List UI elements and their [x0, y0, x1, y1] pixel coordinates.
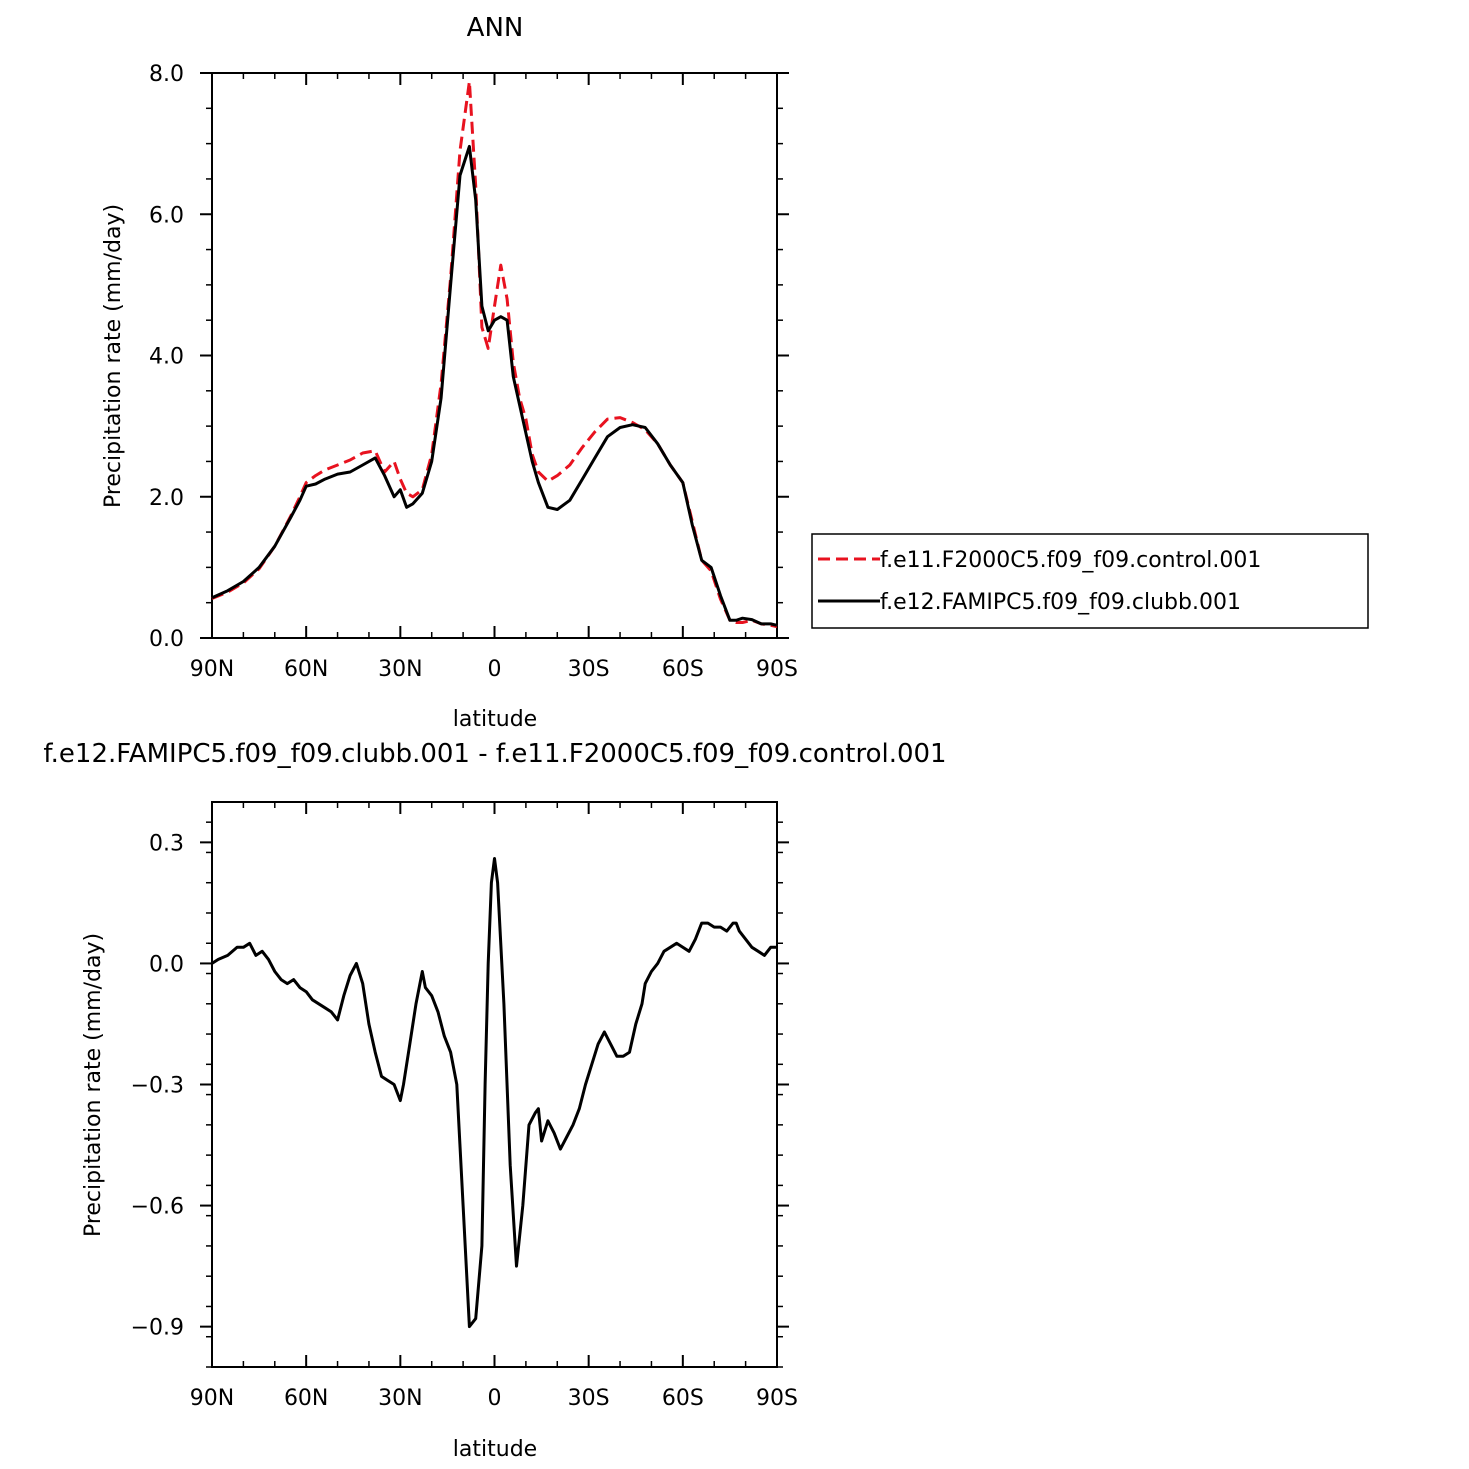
- plot-frame-bottom: [211, 801, 778, 1368]
- x-tick-label: 60S: [662, 1386, 704, 1411]
- chart-title-top: ANN: [467, 13, 524, 43]
- y-axis-title-top: Precipitation rate (mm/day): [101, 204, 126, 508]
- y-tick-label: −0.6: [131, 1195, 184, 1220]
- tick-labels-top: 90N 60N 30N 0 30S 60S 90S 0.0 2.0 4.0 6.0 8.0: [149, 62, 798, 682]
- y-tick-label: 0.0: [149, 952, 184, 977]
- series-line-1: [211, 144, 778, 627]
- x-tick-label: 60N: [284, 1386, 328, 1411]
- ticks-top: [200, 72, 789, 639]
- series-lines-bottom: [211, 857, 777, 1329]
- x-tick-label: 0: [488, 657, 502, 682]
- legend: f.e11.F2000C5.f09_f09.control.001 f.e12.…: [811, 533, 1369, 629]
- y-tick-label: 4.0: [149, 345, 184, 370]
- x-axis-title-bottom: latitude: [453, 1437, 537, 1462]
- ticks-bottom: [200, 802, 789, 1368]
- y-tick-label: 6.0: [149, 203, 184, 228]
- legend-box: [811, 533, 1369, 629]
- x-tick-label: 90S: [756, 1386, 798, 1411]
- x-tick-label: 0: [488, 1386, 502, 1411]
- y-tick-label: −0.3: [131, 1074, 184, 1099]
- x-tick-label: 30N: [378, 1386, 422, 1411]
- x-axis-title-top: latitude: [453, 707, 537, 732]
- tick-labels-bottom: 90N 60N 30N 0 30S 60S 90S −0.9 −0.6 −0.3 0.0 0.3: [131, 831, 798, 1411]
- legend-entry-clubb: f.e12.FAMIPC5.f09_f09.clubb.001: [880, 590, 1241, 615]
- x-tick-label: 90S: [756, 657, 798, 682]
- x-tick-label: 90N: [190, 657, 234, 682]
- y-axis-title-bottom: Precipitation rate (mm/day): [81, 933, 106, 1237]
- x-tick-label: 30S: [568, 1386, 610, 1411]
- x-tick-label: 60N: [284, 657, 328, 682]
- series-lines-top: [211, 80, 778, 629]
- plot-frame-top: [211, 72, 778, 639]
- y-tick-label: 2.0: [149, 486, 184, 511]
- series-line-0: [211, 80, 778, 629]
- legend-entry-control: f.e11.F2000C5.f09_f09.control.001: [880, 548, 1261, 573]
- y-tick-label: −0.9: [131, 1316, 184, 1341]
- chart-panel-top: ANN 90N 60N 30N 0 30S 60S 90S 0.0 2.0 4.0 6.0 8.0 l…: [101, 13, 798, 732]
- x-tick-label: 90N: [190, 1386, 234, 1411]
- x-tick-label: 60S: [662, 657, 704, 682]
- y-tick-label: 0.3: [149, 831, 184, 856]
- y-tick-label: 8.0: [149, 62, 184, 87]
- y-tick-label: 0.0: [149, 627, 184, 652]
- x-tick-label: 30N: [378, 657, 422, 682]
- chart-title-bottom: f.e12.FAMIPC5.f09_f09.clubb.001 - f.e11.…: [43, 739, 946, 769]
- chart-panel-bottom: f.e12.FAMIPC5.f09_f09.clubb.001 - f.e11.…: [43, 739, 946, 1462]
- series-line-0: [211, 857, 777, 1329]
- x-tick-label: 30S: [568, 657, 610, 682]
